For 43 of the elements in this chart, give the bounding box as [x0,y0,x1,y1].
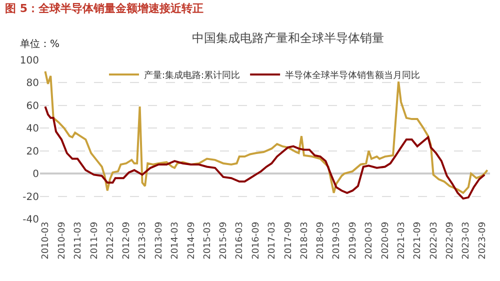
x-tick-label: 2021-09 [413,222,424,260]
x-tick-label: 2014-09 [186,222,197,260]
x-tick-label: 2019-03 [332,222,342,260]
x-tick-label: 2021-03 [396,222,407,260]
x-tick-label: 2015-03 [202,222,213,260]
x-tick-label: 2012-09 [122,222,132,260]
y-tick-label: 20 [26,146,39,158]
x-tick-label: 2022-09 [446,222,456,260]
y-axis-title: 单位：% [20,38,60,50]
x-tick-label: 2011-09 [90,222,100,260]
x-tick-label: 2022-03 [429,222,440,260]
x-tick-label: 2017-03 [268,222,278,260]
x-tick-label: 2023-03 [462,222,472,260]
y-tick-label: 0 [32,169,39,180]
x-tick-label: 2020-03 [364,222,375,260]
line-series [44,70,488,194]
y-tick-label: 60 [26,100,39,112]
y-tick-label: 80 [26,78,39,90]
x-tick-label: 2019-09 [348,222,358,260]
y-tick-label: -20 [22,192,39,203]
x-tick-label: 2013-03 [138,222,148,260]
chart-subtitle: 中国集成电路产量和全球半导体销量 [192,31,384,45]
x-tick-label: 2012-03 [106,222,116,260]
x-tick-label: 2017-09 [284,222,294,260]
x-tick-label: 2010-09 [57,222,68,260]
x-tick-label: 2014-03 [170,222,181,260]
x-tick-label: 2016-09 [252,222,262,260]
y-tick-label: 40 [26,124,39,135]
x-tick-label: 2018-03 [300,222,310,260]
legend-label: 半导体全球半导体销售额当月同比 [285,70,420,82]
x-tick-label: 2023-09 [478,222,488,260]
x-tick-label: 2015-09 [219,222,230,260]
y-tick-label: -40 [22,214,39,226]
x-tick-label: 2011-03 [73,222,84,260]
chart-title: 图 5：全球半导体销量金额增速接近转正 [5,2,204,15]
line-series [44,106,486,200]
x-tick-label: 2018-09 [316,222,326,260]
x-tick-label: 2016-03 [235,222,246,260]
legend-label: 产量:集成电路:累计同比 [144,70,240,82]
x-tick-label: 2020-09 [380,222,391,260]
x-tick-label: 2010-03 [41,222,52,260]
x-tick-label: 2013-09 [154,222,164,260]
y-tick-label: 100 [20,56,39,66]
